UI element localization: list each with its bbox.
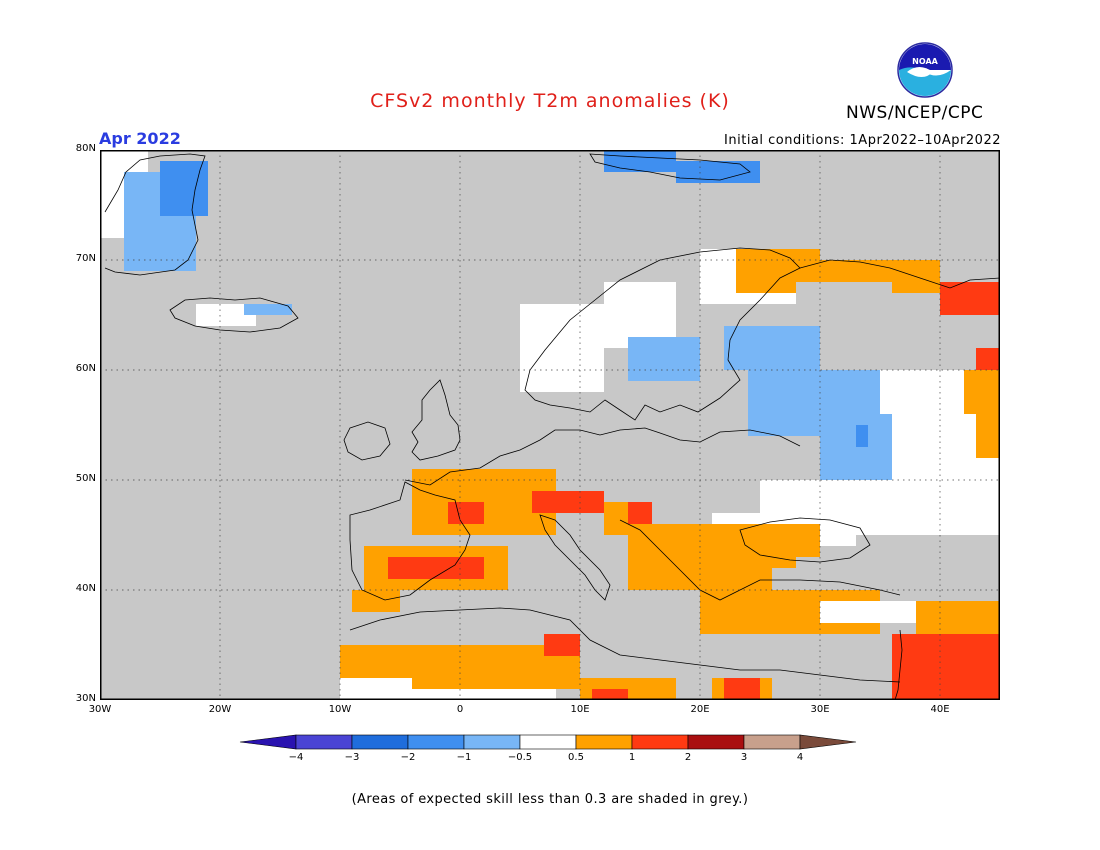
initial-conditions-label: Initial conditions: 1Apr2022–10Apr2022 [724,133,1001,148]
anomaly-cell [196,304,256,326]
anomaly-cell [604,150,676,172]
colorbar-box [407,734,465,750]
longitude-tick-label: 30E [810,704,830,715]
colorbar-right-arrow [799,734,857,750]
anomaly-cell [700,568,772,634]
map-frame [100,150,1000,700]
anomaly-cell [964,370,1000,414]
anomaly-cell [892,535,1000,579]
anomaly-cell [520,304,604,392]
map-gridlines [100,150,1000,700]
colorbar-box [687,734,745,750]
latitude-tick-label: 80N [75,143,96,154]
colorbar-tick-label: 1 [628,752,636,763]
colorbar-tick-label: 4 [796,752,804,763]
longitude-tick-label: 10W [328,704,352,715]
longitude-tick-label: 30W [88,704,112,715]
anomaly-cell [352,590,400,612]
colorbar-box [743,734,801,750]
anomaly-cell [460,689,556,700]
anomaly-cell [628,337,700,381]
colorbar-left-arrow [239,734,297,750]
anomaly-cell [676,161,760,183]
anomaly-cell [244,304,292,315]
latitude-tick-label: 50N [75,473,96,484]
anomaly-cell [532,491,604,513]
chart-title: CFSv2 monthly T2m anomalies (K) [370,90,730,112]
anomaly-cell [160,161,208,216]
colorbar-tick-label: 3 [740,752,748,763]
colorbar-box [463,734,521,750]
colorbar-tick-label: −0.5 [507,752,533,763]
colorbar-tick-label: −2 [400,752,416,763]
anomaly-cell [856,425,868,447]
colorbar-tick-label: −3 [344,752,360,763]
anomaly-cell [940,634,1000,678]
anomaly-cell [388,557,484,579]
colorbar-box [351,734,409,750]
anomaly-cell [976,348,1000,370]
anomaly-cell [412,689,484,700]
anomaly-cell [916,623,1000,634]
colorbar-tick-label: −1 [456,752,472,763]
longitude-tick-label: 20W [208,704,232,715]
colorbar-box [575,734,633,750]
latitude-tick-label: 60N [75,363,96,374]
latitude-tick-label: 30N [75,693,96,704]
longitude-tick-label: 20E [690,704,710,715]
noaa-logo-text: NOAA [912,57,938,66]
coastlines [104,153,1000,700]
latitude-tick-label: 70N [75,253,96,264]
anomaly-cell [976,414,1000,458]
anomaly-cell [412,524,448,535]
latitude-tick-label: 40N [75,583,96,594]
longitude-tick-label: 0 [456,704,464,715]
valid-month-label: Apr 2022 [99,129,181,148]
noaa-logo-icon: NOAA [897,42,953,98]
anomaly-cell [940,282,1000,315]
anomaly-cell [916,601,1000,623]
anomaly-cell [724,678,760,700]
map-panel [100,150,1000,700]
agency-label: NWS/NCEP/CPC [846,103,984,123]
anomaly-cell [124,238,196,271]
anomaly-cell [724,326,820,370]
anomaly-cell [592,689,628,700]
colorbar-tick-label: 0.5 [568,752,584,763]
colorbar [239,734,857,750]
colorbar-box [295,734,353,750]
colorbar-box [519,734,577,750]
colorbar-box [631,734,689,750]
colorbar-tick-label: 2 [684,752,692,763]
longitude-tick-label: 10E [570,704,590,715]
skill-note: (Areas of expected skill less than 0.3 a… [351,792,749,807]
anomaly-cell [796,282,892,326]
anomaly-cell [544,634,580,656]
anomaly-cell [340,678,412,700]
anomaly-cell [748,524,820,557]
longitude-tick-label: 40E [930,704,950,715]
anomaly-cells [100,150,1000,700]
anomaly-cell [628,502,652,524]
anomaly-cell [448,502,484,524]
colorbar-tick-label: −4 [288,752,304,763]
